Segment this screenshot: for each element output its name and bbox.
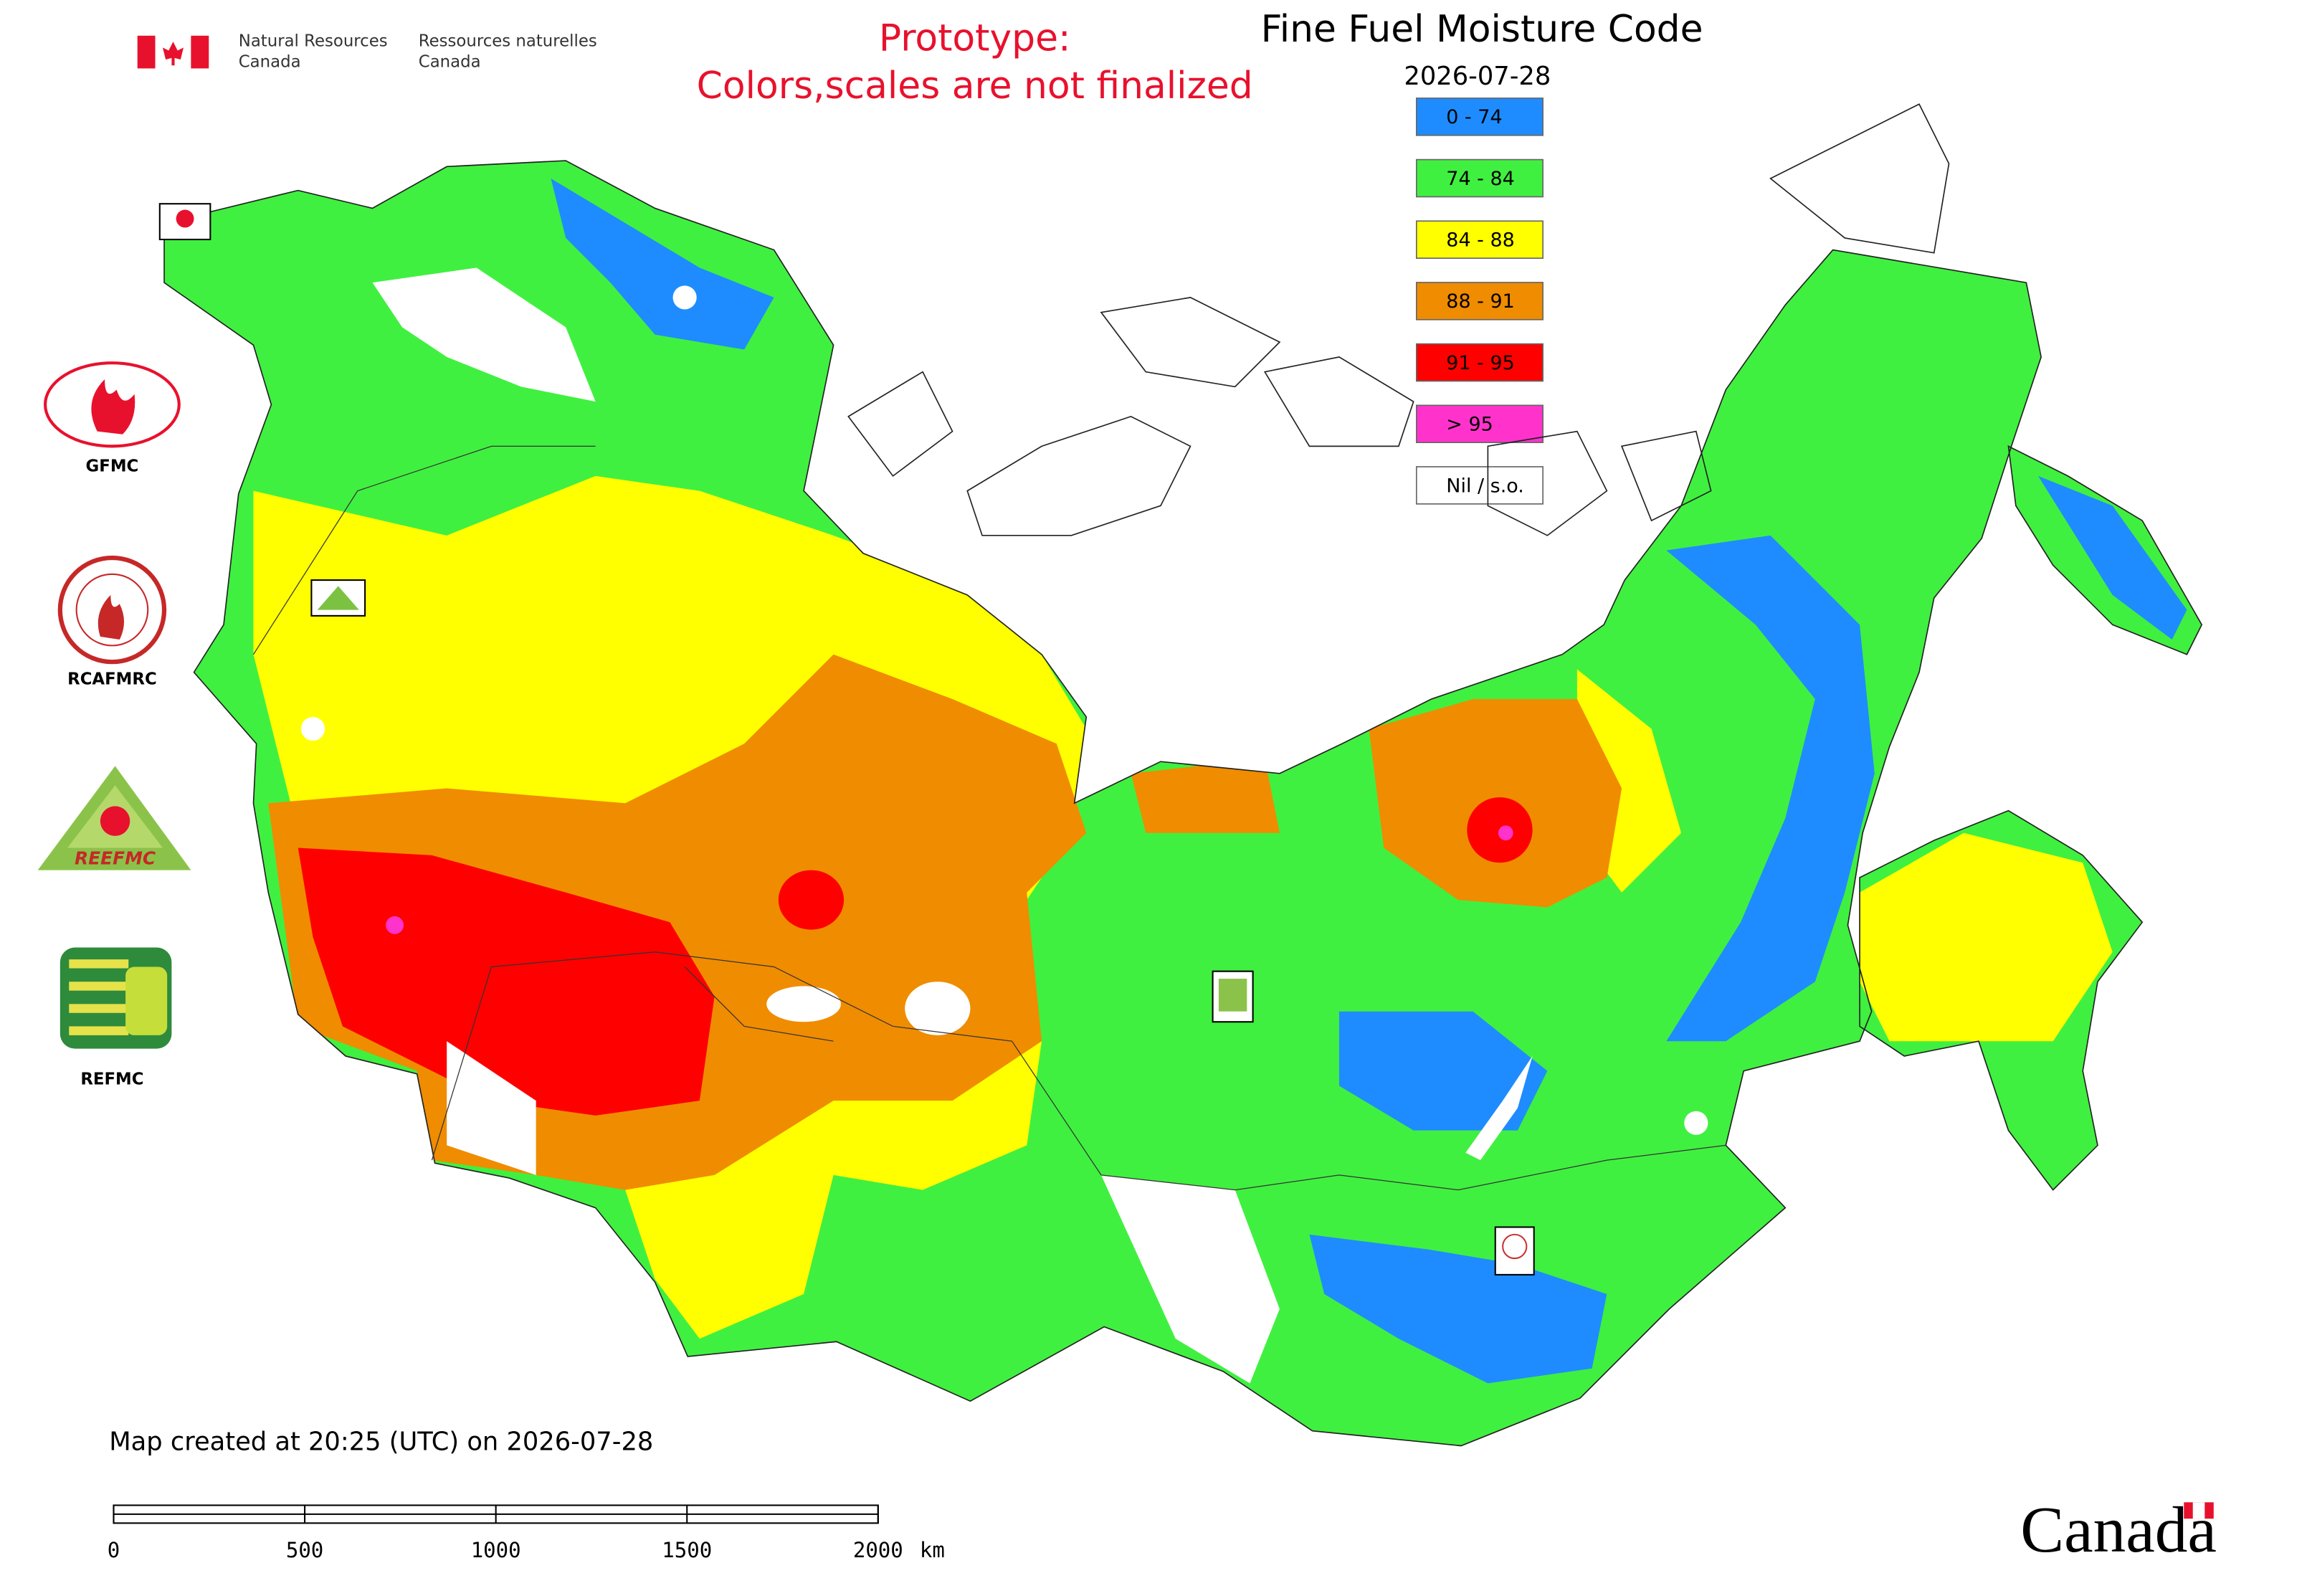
logo-label: RCAFMRC [67,670,157,688]
logo-label: GFMC [86,457,139,476]
scale-label: 1500 [662,1538,712,1562]
station-markers [158,203,1535,1276]
field-over-95 [1498,825,1513,841]
logo-flame [97,594,125,640]
field-nil [1465,1055,1533,1161]
agency-en: Natural Resources [239,32,388,50]
legend-swatch [1415,343,1544,382]
logo-flame [91,379,135,434]
field-nil [447,1041,536,1175]
field-nil [372,267,596,402]
logo-stripe [69,982,129,991]
coastline [847,103,1950,536]
field-nil [1684,1111,1708,1135]
map-date: 2026-07-28 [1404,62,1551,91]
legend-swatch [1415,404,1544,444]
legend-swatch [1415,98,1544,136]
legend-swatch [1415,466,1544,505]
station-icon [317,586,359,610]
logo-stripe [69,959,129,969]
agency-fr: Ressources naturelles [419,32,597,50]
logo-rcafmrc-ring [75,573,149,647]
border-line [252,445,834,1042]
scale-label: 0 [108,1538,120,1562]
field-nil [300,716,325,741]
field-84-88 [1860,832,2113,1042]
legend-label: Nil / s.o. [1446,475,1524,497]
field-nil [1101,1174,1280,1384]
legend-label: 84 - 88 [1446,229,1514,252]
field-nil [672,285,697,310]
field-nil [766,986,841,1022]
station-icon [176,209,194,228]
legend-swatch [1415,282,1544,320]
field-0-74 [2037,475,2187,640]
scale-label: 2000 [853,1538,903,1562]
agency-en: Canada [239,52,301,71]
scale-label: 1000 [471,1538,521,1562]
map-created-note: Map created at 20:25 (UTC) on 2026-07-28 [109,1428,653,1457]
logo-gfmc [43,361,181,448]
legend-label: 88 - 91 [1446,290,1514,313]
legend-label: > 95 [1446,414,1493,436]
logo-panel [125,966,168,1035]
logo-stripe [69,1026,129,1035]
field-over-95 [386,916,404,934]
logo-label: REEFMC [75,847,156,868]
agency-header: Natural Resources Canada Ressources natu… [137,32,597,71]
flag-band [191,35,209,69]
scale-bar: 0 500 1000 1500 2000 km [108,1504,945,1562]
station-icon [1502,1233,1528,1260]
station-icon [1218,979,1247,1012]
legend-swatch [1415,220,1544,259]
field-88-91 [1131,759,1280,833]
legend: 0 - 74 74 - 84 84 - 88 88 - 91 91 - 95 > 95 Ni… [1415,98,1544,505]
field-91-95 [778,870,845,930]
field-91-95 [298,847,715,1116]
legend-label: 0 - 74 [1446,106,1502,128]
logo-label: REFMC [80,1070,143,1088]
flag-band [137,35,156,69]
field-0-74 [1666,535,1875,1042]
partner-logos: GFMC RCAFMRC REEFMC REFMC [37,361,191,1088]
scale-label: 500 [286,1538,323,1562]
agency-fr: Canada [419,52,481,71]
prototype-note: Prototype: [879,17,1071,60]
scale-unit: km [920,1538,945,1562]
border-line [431,951,1726,1191]
field-0-74 [551,178,774,350]
maple-leaf [162,42,184,66]
field-0-74 [1338,1011,1548,1131]
logo-flame [100,806,130,836]
logo-stripe [69,1004,129,1013]
field-nil [905,982,971,1035]
map-title: Fine Fuel Moisture Code [1261,8,1703,51]
legend-swatch [1415,158,1544,198]
legend-label: 74 - 84 [1446,168,1514,190]
legend-label: 91 - 95 [1446,352,1514,374]
prototype-note: Colors,scales are not finalized [697,65,1253,108]
wordmark-flag-centre [2192,1502,2205,1519]
